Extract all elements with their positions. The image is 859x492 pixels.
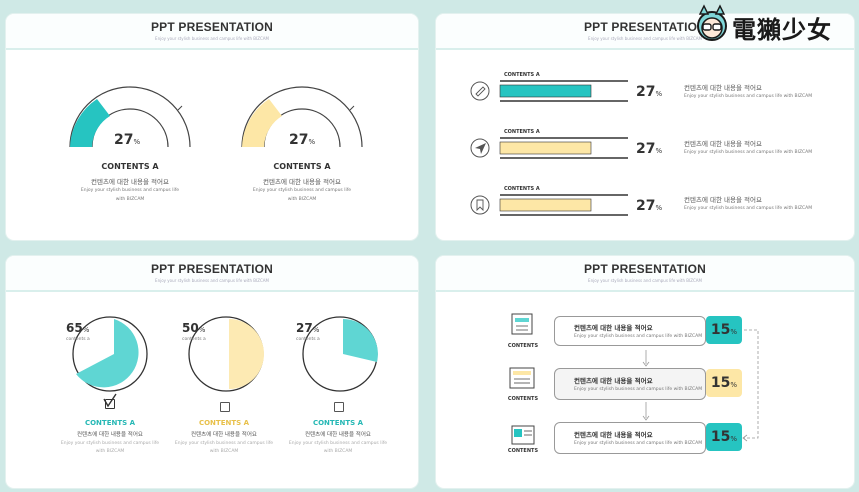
slide-header: PPT PRESENTATION Enjoy your stylish busi… bbox=[6, 14, 418, 50]
pie-desc: with BIZCAM bbox=[323, 449, 353, 454]
pie-small-label: contents a bbox=[182, 337, 206, 342]
pie-korean: 컨텐츠에 대한 내용을 적어요 bbox=[305, 432, 371, 438]
process-label: CONTENTS bbox=[507, 343, 539, 349]
pie-heading: CONTENTS A bbox=[198, 419, 250, 427]
bookmark-icon bbox=[470, 195, 490, 215]
gauge-desc: with BIZCAM bbox=[287, 197, 317, 202]
watermark: 電獺少女 bbox=[692, 4, 856, 44]
bar-desc: Enjoy your stylish business and campus l… bbox=[684, 150, 813, 155]
pie-slice bbox=[229, 319, 264, 389]
checkbox-checked[interactable] bbox=[105, 399, 115, 409]
slide-title: PPT PRESENTATION bbox=[583, 20, 707, 34]
slide-header: PPT PRESENTATION Enjoy your stylish busi… bbox=[436, 256, 854, 292]
process-desc: Enjoy your stylish business and campus l… bbox=[574, 334, 703, 339]
process-desc: Enjoy your stylish business and campus l… bbox=[574, 441, 703, 446]
gauge-desc: with BIZCAM bbox=[115, 197, 145, 202]
slide-subtitle: Enjoy your stylish business and campus l… bbox=[155, 36, 269, 41]
pie-slice bbox=[343, 319, 378, 362]
process-label: CONTENTS bbox=[507, 448, 539, 454]
bar-label: CONTENTS A bbox=[504, 72, 540, 78]
slide-header: PPT PRESENTATION Enjoy your stylish busi… bbox=[436, 14, 854, 50]
bar-korean: 컨텐츠에 대한 내용을 적어요 bbox=[684, 84, 762, 92]
process-korean: 컨텐츠에 대한 내용을 적어요 bbox=[574, 324, 653, 332]
pie-slice bbox=[76, 319, 139, 388]
slide-title: PPT PRESENTATION bbox=[150, 20, 274, 34]
slide-bars: PPT PRESENTATION Enjoy your stylish busi… bbox=[436, 14, 854, 240]
send-icon bbox=[470, 138, 490, 158]
process-value: 15% bbox=[706, 423, 742, 451]
gauge-desc: Enjoy your stylish business and campus l… bbox=[252, 188, 352, 193]
calendar-icon bbox=[511, 313, 533, 335]
process-box bbox=[554, 422, 706, 454]
slide-title: PPT PRESENTATION bbox=[150, 262, 274, 276]
checkbox[interactable] bbox=[220, 402, 230, 412]
pie-desc: with BIZCAM bbox=[209, 449, 239, 454]
bar-value: 27% bbox=[636, 141, 663, 157]
pie-korean: 컨텐츠에 대한 내용을 적어요 bbox=[77, 432, 143, 438]
slide-header: PPT PRESENTATION Enjoy your stylish busi… bbox=[6, 256, 418, 292]
watermark-text: 電獺少女 bbox=[732, 16, 832, 44]
pie-desc: Enjoy your stylish business and campus l… bbox=[60, 441, 160, 446]
bar-korean: 컨텐츠에 대한 내용을 적어요 bbox=[684, 140, 762, 148]
bar-desc: Enjoy your stylish business and campus l… bbox=[684, 206, 813, 211]
bar-value: 27% bbox=[636, 84, 663, 100]
mascot-icon bbox=[697, 4, 727, 41]
slide-subtitle: Enjoy your stylish business and campus l… bbox=[155, 278, 269, 283]
pie-small-label: contents a bbox=[66, 337, 90, 342]
bar-korean: 컨텐츠에 대한 내용을 적어요 bbox=[684, 196, 762, 204]
pie-value: 27% bbox=[296, 321, 320, 335]
bar-desc: Enjoy your stylish business and campus l… bbox=[684, 94, 813, 99]
bar-graphics bbox=[470, 80, 628, 216]
pie-desc: Enjoy your stylish business and campus l… bbox=[288, 441, 388, 446]
pie-small-label: contents a bbox=[296, 337, 320, 342]
slide-pies: PPT PRESENTATION Enjoy your stylish busi… bbox=[6, 256, 418, 488]
process-desc: Enjoy your stylish business and campus l… bbox=[574, 387, 703, 392]
bar-label: CONTENTS A bbox=[504, 186, 540, 192]
gauge-desc: Enjoy your stylish business and campus l… bbox=[80, 188, 180, 193]
slide-process: PPT PRESENTATION Enjoy your stylish busi… bbox=[436, 256, 854, 488]
gauge-heading: CONTENTS A bbox=[273, 162, 331, 171]
pie-graphics bbox=[72, 316, 378, 408]
gauge-heading: CONTENTS A bbox=[101, 162, 159, 171]
pie-korean: 컨텐츠에 대한 내용을 적어요 bbox=[191, 432, 257, 438]
gauge-korean: 컨텐츠에 대한 내용을 적어요 bbox=[91, 178, 169, 186]
process-box bbox=[554, 316, 706, 346]
pie-value: 50% bbox=[182, 321, 206, 335]
process-label: CONTENTS bbox=[507, 396, 539, 402]
process-korean: 컨텐츠에 대한 내용을 적어요 bbox=[574, 431, 653, 439]
checkbox[interactable] bbox=[334, 402, 344, 412]
pen-icon bbox=[470, 81, 490, 101]
gauge-value: 27% bbox=[289, 132, 316, 148]
process-box bbox=[554, 368, 706, 400]
slide-subtitle: Enjoy your stylish business and campus l… bbox=[588, 278, 702, 283]
pie-heading: CONTENTS A bbox=[312, 419, 364, 427]
gauge-fill bbox=[242, 99, 282, 147]
pie-desc: Enjoy your stylish business and campus l… bbox=[174, 441, 274, 446]
bar-value: 27% bbox=[636, 198, 663, 214]
pie-value: 65% bbox=[66, 321, 90, 335]
slide-title: PPT PRESENTATION bbox=[583, 262, 707, 276]
pie-heading: CONTENTS A bbox=[84, 419, 136, 427]
bar-label: CONTENTS A bbox=[504, 129, 540, 135]
pie-desc: with BIZCAM bbox=[95, 449, 125, 454]
process-value: 15% bbox=[706, 316, 742, 344]
process-korean: 컨텐츠에 대한 내용을 적어요 bbox=[574, 377, 653, 385]
gauge-korean: 컨텐츠에 대한 내용을 적어요 bbox=[263, 178, 341, 186]
process-value: 15% bbox=[706, 369, 742, 397]
slide-subtitle: Enjoy your stylish business and campus l… bbox=[588, 36, 702, 41]
gauge-fill bbox=[70, 99, 110, 147]
gauge-value: 27% bbox=[114, 132, 141, 148]
slide-gauges: PPT PRESENTATION Enjoy your stylish busi… bbox=[6, 14, 418, 240]
gauge-graphics bbox=[69, 86, 363, 148]
process-graphics bbox=[509, 313, 759, 445]
